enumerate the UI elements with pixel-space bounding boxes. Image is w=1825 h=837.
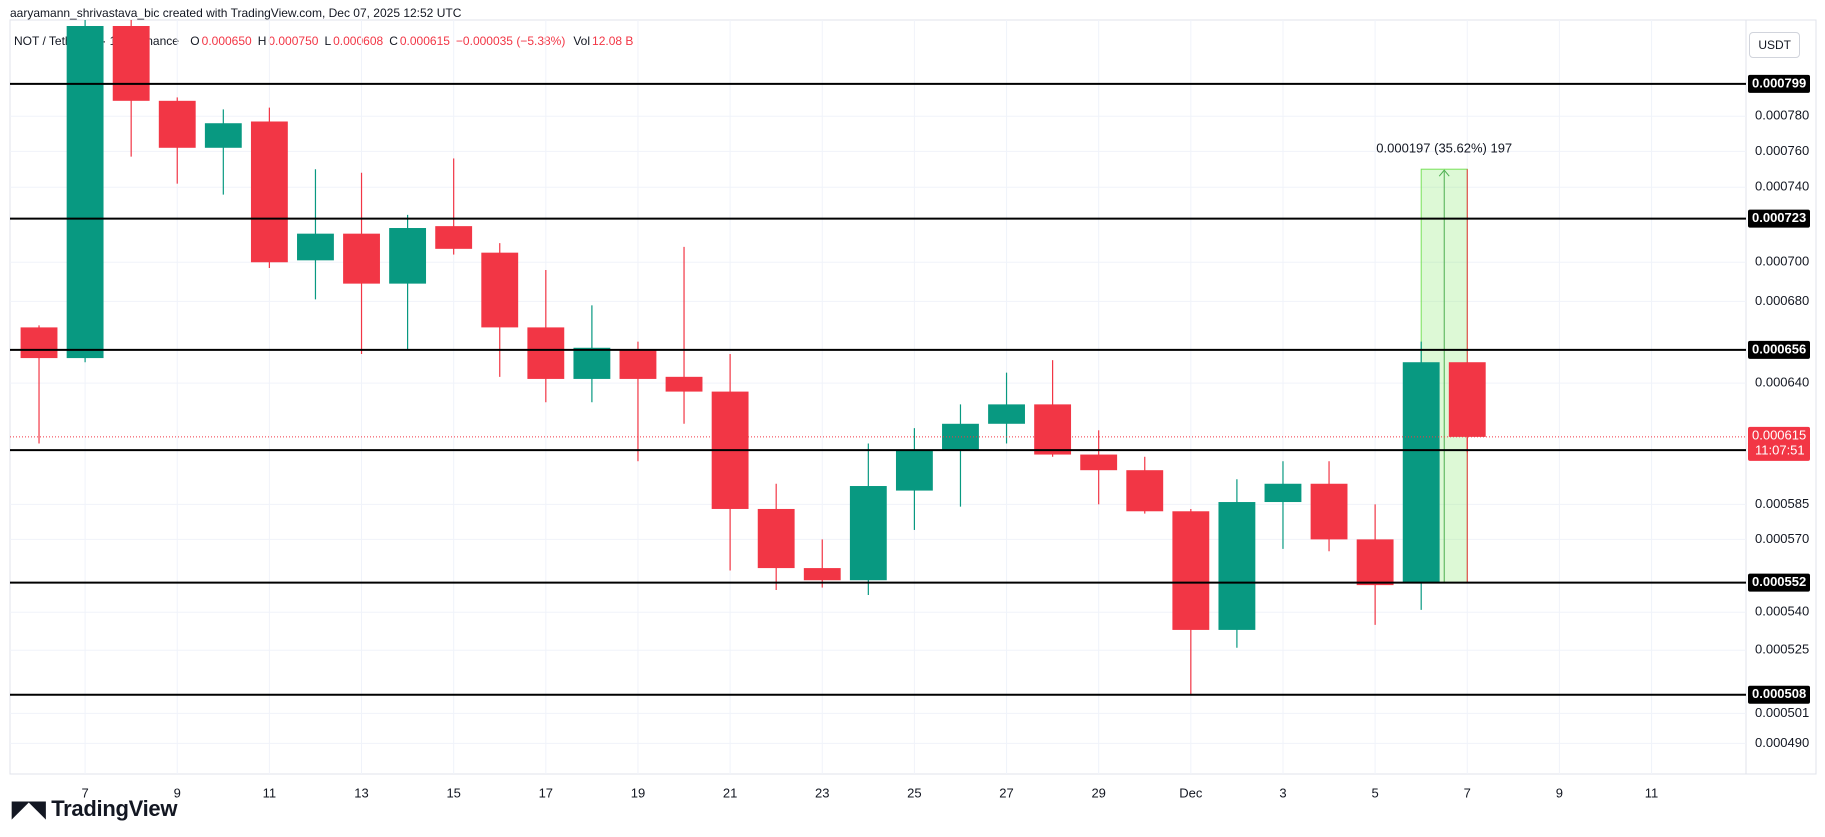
ohlc-key: H	[257, 34, 267, 48]
ohlc-value: 0.000650	[201, 34, 252, 48]
candle-body	[1080, 454, 1118, 471]
candle-body	[1264, 483, 1302, 503]
candle-body	[343, 233, 380, 284]
x-tick-label: 11	[1645, 785, 1659, 800]
y-tick-label: 0.000540	[1755, 604, 1809, 619]
level-label: 0.000552	[1752, 574, 1806, 589]
candle-body	[204, 123, 242, 148]
ohlc-key: L	[324, 34, 332, 48]
x-tick-label: 11	[263, 785, 277, 800]
last-price-tag	[1748, 426, 1810, 461]
candle-body	[849, 486, 887, 581]
candle-body	[942, 423, 979, 451]
candle-body	[158, 100, 196, 148]
plot-frame	[9, 19, 1817, 775]
level-label: 0.000508	[1752, 686, 1806, 701]
ohlc-key: O	[190, 34, 200, 48]
currency-button[interactable]: USDT	[1749, 32, 1800, 58]
candle-body	[112, 26, 150, 101]
candle-body	[757, 508, 795, 569]
x-tick-label: 9	[174, 785, 181, 800]
candle-body	[297, 233, 334, 261]
candle-body	[1310, 483, 1348, 540]
y-tick-label: 0.000501	[1755, 705, 1809, 720]
candle-body	[250, 121, 288, 263]
volume-key: Vol	[573, 34, 591, 48]
candle-body	[481, 252, 519, 328]
level-tag	[1748, 74, 1810, 93]
measure-arrow-head	[1438, 169, 1450, 177]
x-tick-label: 23	[815, 785, 829, 800]
candle-body	[1034, 404, 1072, 455]
y-tick-label: 0.000525	[1755, 642, 1809, 657]
x-tick-label: 25	[907, 785, 921, 800]
y-tick-label: 0.000740	[1755, 179, 1809, 194]
x-tick-label: 15	[446, 785, 460, 800]
change: −0.000035 (−5.38%)	[455, 34, 566, 48]
ohlc-value: 0.000608	[333, 34, 384, 48]
countdown: 11:07:51	[1755, 442, 1805, 457]
y-tick-label: 0.000640	[1755, 375, 1809, 390]
x-tick-label: 29	[1091, 785, 1105, 800]
x-tick-label: 7	[1464, 785, 1471, 800]
candle-body	[619, 349, 657, 379]
y-tick-label: 0.000700	[1755, 254, 1809, 269]
y-tick-label: 0.000760	[1755, 143, 1809, 158]
x-tick-label: 17	[539, 785, 553, 800]
x-tick-label: 5	[1372, 785, 1379, 800]
x-tick-label: 9	[1556, 785, 1563, 800]
x-tick-label: 19	[631, 785, 645, 800]
candle-body	[895, 450, 933, 491]
candle-body	[389, 228, 427, 284]
candle-body	[1402, 362, 1440, 583]
x-tick-label: 27	[999, 785, 1013, 800]
candle-body	[803, 568, 841, 581]
candle-body	[1218, 502, 1256, 630]
ohlc-value: 0.000615	[399, 34, 450, 48]
y-tick-label: 0.000680	[1755, 293, 1809, 308]
y-tick-label: 0.000570	[1755, 531, 1809, 546]
level-tag	[1748, 685, 1810, 704]
level-tag	[1748, 340, 1810, 359]
y-tick-label: 0.000490	[1755, 735, 1809, 750]
x-tick-label: 7	[81, 785, 88, 800]
candle-body	[20, 327, 58, 359]
measure-label: 0.000197 (35.62%) 197	[1376, 141, 1512, 156]
candle-body	[665, 376, 703, 392]
candle-body	[435, 226, 473, 249]
x-tick-label: 21	[723, 785, 737, 800]
x-tick-label: Dec	[1179, 785, 1203, 800]
level-label: 0.000799	[1752, 75, 1806, 90]
level-label: 0.000656	[1752, 341, 1806, 356]
author-line: aaryamann_shrivastava_bic created with T…	[10, 6, 462, 20]
volume-value: 12.08 B	[592, 34, 634, 48]
x-tick-label: 3	[1279, 785, 1286, 800]
brand-logo: ◤◥ TradingView	[12, 796, 178, 821]
candle-body	[66, 26, 104, 359]
level-tag	[1748, 573, 1810, 592]
ohlc-key: C	[389, 34, 398, 48]
candle-body	[1126, 470, 1164, 512]
level-label: 0.000723	[1752, 210, 1806, 225]
candle-body	[1356, 539, 1394, 586]
candle-body	[573, 347, 611, 379]
brand-name: TradingView	[51, 796, 178, 821]
level-tag	[1748, 209, 1810, 228]
ohlc-value: 0.000750	[268, 34, 319, 48]
last-price-label: 0.000615	[1752, 427, 1806, 442]
candle-body	[988, 404, 1025, 424]
x-tick-label: 13	[354, 785, 368, 800]
candle-body	[527, 327, 565, 379]
y-tick-label: 0.000585	[1755, 496, 1809, 511]
candle-body	[1172, 511, 1210, 630]
y-tick-label: 0.000780	[1755, 108, 1809, 123]
